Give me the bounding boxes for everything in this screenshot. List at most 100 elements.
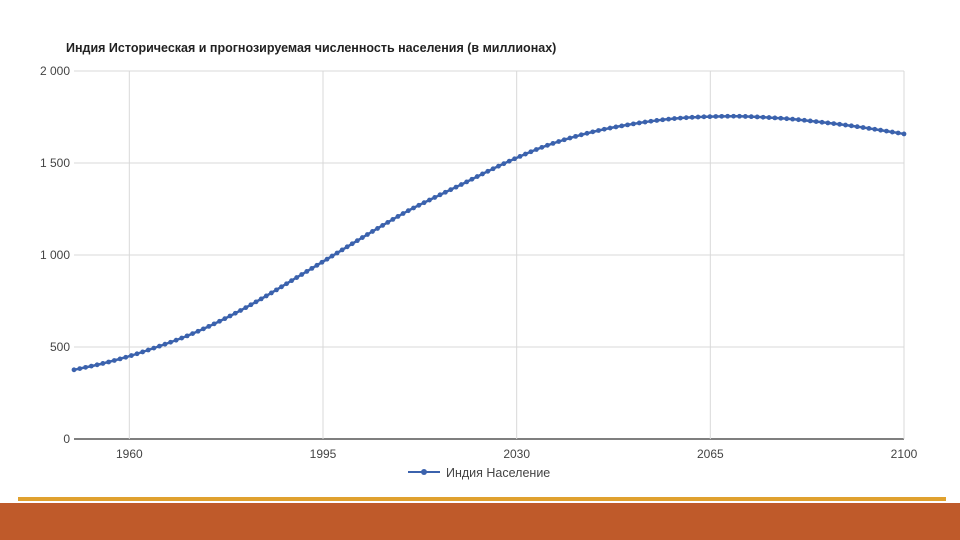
series-point bbox=[567, 135, 573, 141]
series-point bbox=[319, 259, 325, 265]
series-point bbox=[395, 214, 401, 219]
y-tick-label: 500 bbox=[50, 340, 70, 354]
series-point bbox=[258, 296, 264, 302]
series-point bbox=[660, 117, 666, 123]
y-tick-label: 0 bbox=[63, 432, 70, 446]
series-point bbox=[304, 269, 310, 274]
series-point bbox=[243, 305, 249, 311]
series-point bbox=[123, 354, 129, 360]
series-point bbox=[490, 166, 496, 172]
series-point bbox=[474, 174, 480, 179]
series-point bbox=[195, 328, 201, 334]
x-tick-label: 2100 bbox=[891, 447, 918, 461]
series-point bbox=[619, 123, 625, 129]
series-point bbox=[737, 113, 742, 119]
series-point bbox=[545, 142, 550, 148]
series-point bbox=[825, 120, 831, 126]
series-point bbox=[427, 197, 432, 203]
series-point bbox=[279, 284, 284, 290]
series-point bbox=[173, 337, 179, 343]
series-point bbox=[625, 122, 630, 128]
series-point bbox=[607, 125, 613, 131]
series-point bbox=[324, 256, 330, 262]
series-point bbox=[111, 358, 117, 363]
series-point bbox=[168, 339, 173, 345]
series-point bbox=[533, 147, 539, 152]
series-point bbox=[365, 232, 370, 237]
series-point bbox=[719, 113, 725, 119]
series-point bbox=[630, 121, 636, 127]
axis-tick-labels: 0 500 1 000 1 500 2 000 1960 1995 2030 2065 2100 bbox=[40, 64, 918, 461]
series-point bbox=[831, 121, 837, 127]
series-point bbox=[778, 115, 784, 121]
series-point bbox=[523, 151, 528, 157]
grid-lines bbox=[74, 70, 905, 440]
series-point bbox=[512, 156, 517, 162]
series-point bbox=[268, 290, 274, 296]
series-point bbox=[683, 115, 689, 121]
series-point bbox=[329, 253, 335, 259]
series-point bbox=[248, 302, 254, 308]
series-point bbox=[584, 130, 590, 136]
footer-accent-line bbox=[18, 497, 946, 501]
x-tick-label: 1960 bbox=[116, 447, 143, 461]
series-point bbox=[416, 202, 422, 208]
series-point bbox=[217, 318, 222, 324]
series-point bbox=[854, 124, 860, 130]
series-point bbox=[528, 149, 534, 155]
series-point bbox=[88, 363, 94, 369]
series-point bbox=[299, 272, 305, 277]
series-point bbox=[238, 308, 243, 313]
series-point bbox=[140, 349, 146, 355]
series-point bbox=[695, 114, 701, 120]
series-point bbox=[731, 113, 736, 119]
series-point bbox=[421, 200, 427, 206]
y-tick-label: 1 500 bbox=[40, 156, 70, 170]
series-point bbox=[190, 331, 196, 336]
y-tick-label: 1 000 bbox=[40, 248, 70, 262]
series-point bbox=[380, 222, 386, 228]
series-point bbox=[309, 265, 315, 271]
series-point bbox=[71, 367, 77, 373]
series-point bbox=[878, 127, 884, 133]
series-point bbox=[411, 205, 416, 211]
series-point bbox=[117, 356, 123, 362]
series-point bbox=[677, 115, 683, 121]
series-point bbox=[573, 133, 579, 139]
series-point bbox=[866, 125, 872, 131]
series-point bbox=[790, 116, 796, 122]
series-point bbox=[464, 179, 470, 185]
series-point bbox=[819, 119, 825, 125]
series-point bbox=[748, 114, 754, 120]
series-point bbox=[642, 119, 648, 125]
series-point bbox=[400, 211, 406, 216]
x-tick-label: 2030 bbox=[503, 447, 530, 461]
series-point bbox=[134, 351, 140, 357]
series-point bbox=[211, 321, 217, 327]
series-point bbox=[184, 333, 190, 339]
x-tick-label: 2065 bbox=[697, 447, 724, 461]
series-point bbox=[253, 299, 259, 305]
series-point bbox=[517, 153, 523, 159]
series-point bbox=[354, 238, 360, 244]
series-point bbox=[843, 122, 848, 128]
series-point bbox=[848, 123, 854, 129]
series-point bbox=[713, 114, 719, 119]
series-point bbox=[469, 176, 475, 182]
series-point bbox=[672, 116, 677, 121]
series-point bbox=[314, 262, 320, 268]
series-point bbox=[370, 229, 375, 234]
series-point bbox=[796, 117, 801, 123]
series-point bbox=[100, 361, 106, 366]
series-point bbox=[601, 126, 607, 132]
series-point bbox=[179, 335, 185, 341]
series-point bbox=[666, 116, 671, 122]
series-point bbox=[742, 114, 748, 119]
series-point bbox=[157, 343, 162, 349]
series-point bbox=[284, 281, 289, 287]
series-point bbox=[872, 126, 878, 132]
series-point bbox=[636, 120, 642, 126]
series-point bbox=[94, 362, 100, 368]
series-point bbox=[289, 278, 295, 284]
series-point bbox=[151, 345, 157, 351]
